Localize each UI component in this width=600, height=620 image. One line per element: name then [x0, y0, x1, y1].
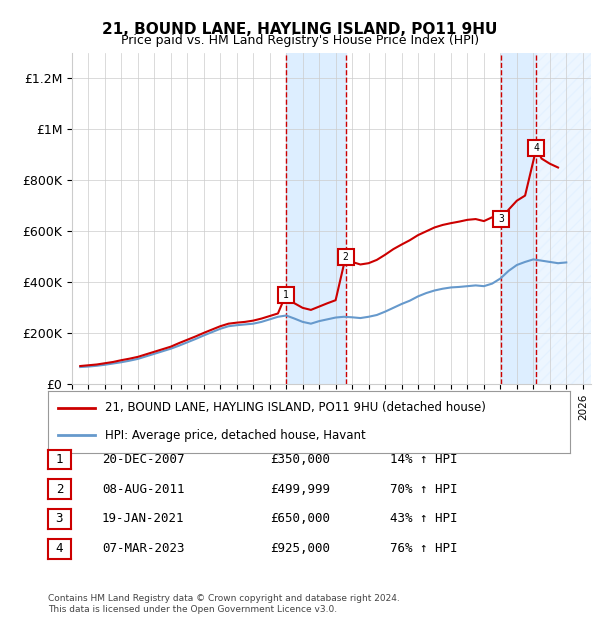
Text: 21, BOUND LANE, HAYLING ISLAND, PO11 9HU (detached house): 21, BOUND LANE, HAYLING ISLAND, PO11 9HU…: [106, 402, 486, 414]
Bar: [536, 53, 591, 384]
Text: 07-MAR-2023: 07-MAR-2023: [102, 542, 185, 555]
Text: 3: 3: [56, 513, 63, 525]
Bar: [501, 53, 536, 384]
Text: Contains HM Land Registry data © Crown copyright and database right 2024.
This d: Contains HM Land Registry data © Crown c…: [48, 595, 400, 614]
Text: £925,000: £925,000: [270, 542, 330, 555]
Text: 70% ↑ HPI: 70% ↑ HPI: [390, 483, 458, 495]
Text: 4: 4: [56, 542, 63, 555]
Text: 1: 1: [56, 453, 63, 466]
Text: 2: 2: [343, 252, 349, 262]
Text: 2: 2: [56, 483, 63, 495]
Text: £350,000: £350,000: [270, 453, 330, 466]
Text: Price paid vs. HM Land Registry's House Price Index (HPI): Price paid vs. HM Land Registry's House …: [121, 34, 479, 47]
Text: 4: 4: [533, 143, 539, 153]
Text: HPI: Average price, detached house, Havant: HPI: Average price, detached house, Hava…: [106, 429, 366, 441]
Text: 14% ↑ HPI: 14% ↑ HPI: [390, 453, 458, 466]
Text: 1: 1: [283, 290, 289, 300]
Text: 3: 3: [498, 213, 504, 224]
Text: 21, BOUND LANE, HAYLING ISLAND, PO11 9HU: 21, BOUND LANE, HAYLING ISLAND, PO11 9HU: [103, 22, 497, 37]
Text: 43% ↑ HPI: 43% ↑ HPI: [390, 513, 458, 525]
Text: £650,000: £650,000: [270, 513, 330, 525]
Text: 19-JAN-2021: 19-JAN-2021: [102, 513, 185, 525]
Text: 08-AUG-2011: 08-AUG-2011: [102, 483, 185, 495]
Text: 76% ↑ HPI: 76% ↑ HPI: [390, 542, 458, 555]
Bar: [286, 53, 346, 384]
Text: 20-DEC-2007: 20-DEC-2007: [102, 453, 185, 466]
Text: £499,999: £499,999: [270, 483, 330, 495]
